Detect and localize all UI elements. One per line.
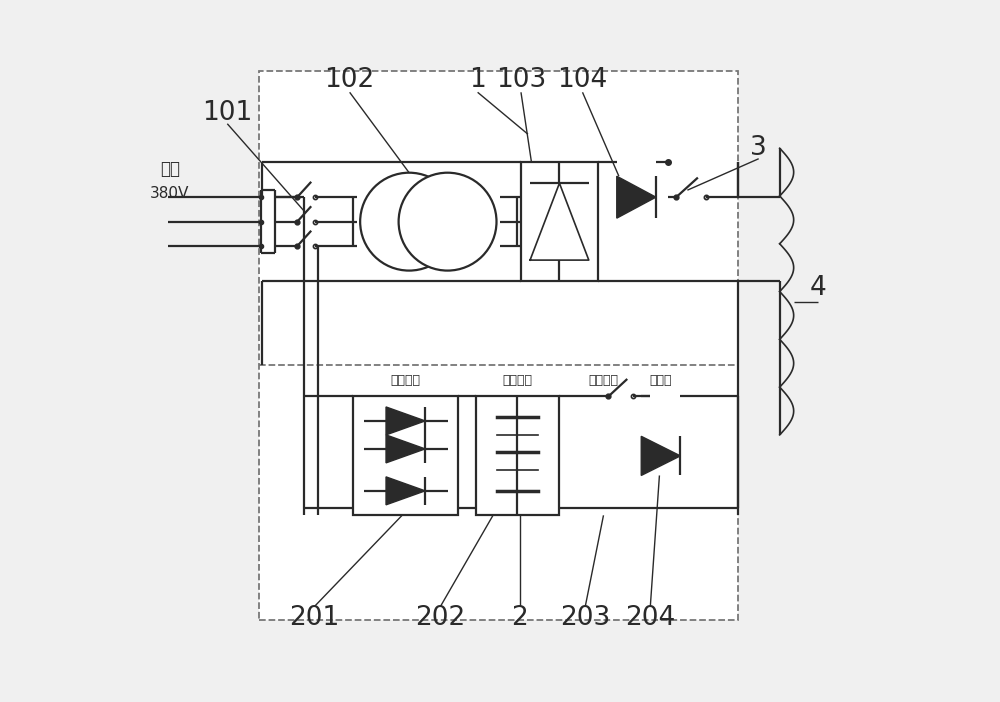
Text: 市电: 市电 (160, 159, 180, 178)
Text: 4: 4 (810, 275, 827, 301)
Text: 104: 104 (557, 67, 608, 93)
Polygon shape (641, 437, 680, 475)
Text: 101: 101 (202, 100, 252, 126)
Text: 102: 102 (325, 67, 375, 93)
Polygon shape (386, 407, 425, 435)
Text: 充电模块: 充电模块 (391, 374, 421, 388)
Text: 蓄电池组: 蓄电池组 (502, 374, 532, 388)
Text: 二极管: 二极管 (650, 374, 672, 388)
Text: 202: 202 (415, 605, 466, 631)
Text: 3: 3 (750, 135, 767, 161)
Text: 1: 1 (469, 67, 486, 93)
Text: 380V: 380V (150, 185, 190, 201)
Text: 103: 103 (496, 67, 546, 93)
Polygon shape (386, 477, 425, 505)
Text: 隔离开关: 隔离开关 (588, 374, 618, 388)
Text: 203: 203 (560, 605, 610, 631)
Polygon shape (386, 435, 425, 463)
Bar (476, 397, 559, 515)
Bar (353, 397, 458, 515)
Circle shape (399, 173, 497, 270)
Circle shape (360, 173, 458, 270)
Polygon shape (617, 176, 656, 218)
Bar (259, 72, 738, 620)
Text: 2: 2 (511, 605, 528, 631)
Bar (521, 162, 598, 281)
Text: 201: 201 (290, 605, 340, 631)
Text: 204: 204 (625, 605, 675, 631)
